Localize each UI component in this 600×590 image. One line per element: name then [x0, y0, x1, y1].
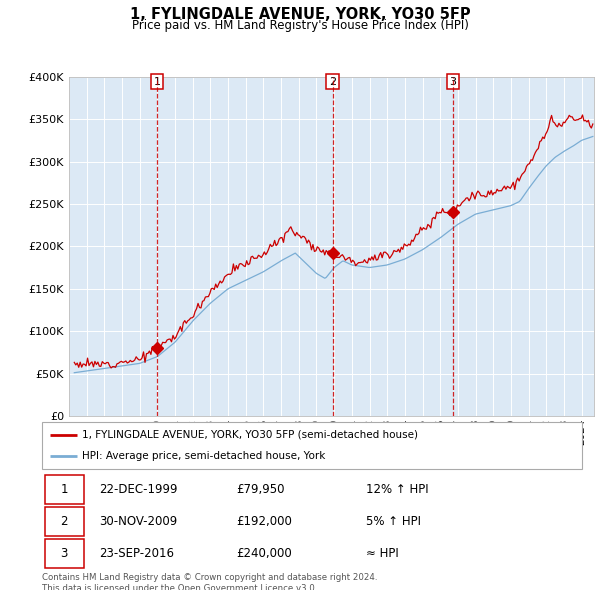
Text: 1, FYLINGDALE AVENUE, YORK, YO30 5FP (semi-detached house): 1, FYLINGDALE AVENUE, YORK, YO30 5FP (se…	[83, 430, 419, 440]
Text: 3: 3	[449, 77, 457, 87]
Text: Contains HM Land Registry data © Crown copyright and database right 2024.
This d: Contains HM Land Registry data © Crown c…	[42, 573, 377, 590]
Text: 5% ↑ HPI: 5% ↑ HPI	[366, 515, 421, 528]
Text: 22-DEC-1999: 22-DEC-1999	[98, 483, 177, 496]
FancyBboxPatch shape	[45, 475, 83, 504]
FancyBboxPatch shape	[42, 422, 582, 469]
Text: 23-SEP-2016: 23-SEP-2016	[98, 548, 174, 560]
Text: 12% ↑ HPI: 12% ↑ HPI	[366, 483, 428, 496]
Text: £240,000: £240,000	[236, 548, 292, 560]
Text: Price paid vs. HM Land Registry's House Price Index (HPI): Price paid vs. HM Land Registry's House …	[131, 19, 469, 32]
Text: HPI: Average price, semi-detached house, York: HPI: Average price, semi-detached house,…	[83, 451, 326, 461]
Text: 1: 1	[61, 483, 68, 496]
Text: 1, FYLINGDALE AVENUE, YORK, YO30 5FP: 1, FYLINGDALE AVENUE, YORK, YO30 5FP	[130, 7, 470, 22]
FancyBboxPatch shape	[45, 507, 83, 536]
Text: 30-NOV-2009: 30-NOV-2009	[98, 515, 177, 528]
Text: ≈ HPI: ≈ HPI	[366, 548, 399, 560]
FancyBboxPatch shape	[45, 539, 83, 568]
Text: 1: 1	[154, 77, 160, 87]
Text: 2: 2	[61, 515, 68, 528]
Text: £79,950: £79,950	[236, 483, 285, 496]
Text: £192,000: £192,000	[236, 515, 292, 528]
Text: 3: 3	[61, 548, 68, 560]
Text: 2: 2	[329, 77, 336, 87]
